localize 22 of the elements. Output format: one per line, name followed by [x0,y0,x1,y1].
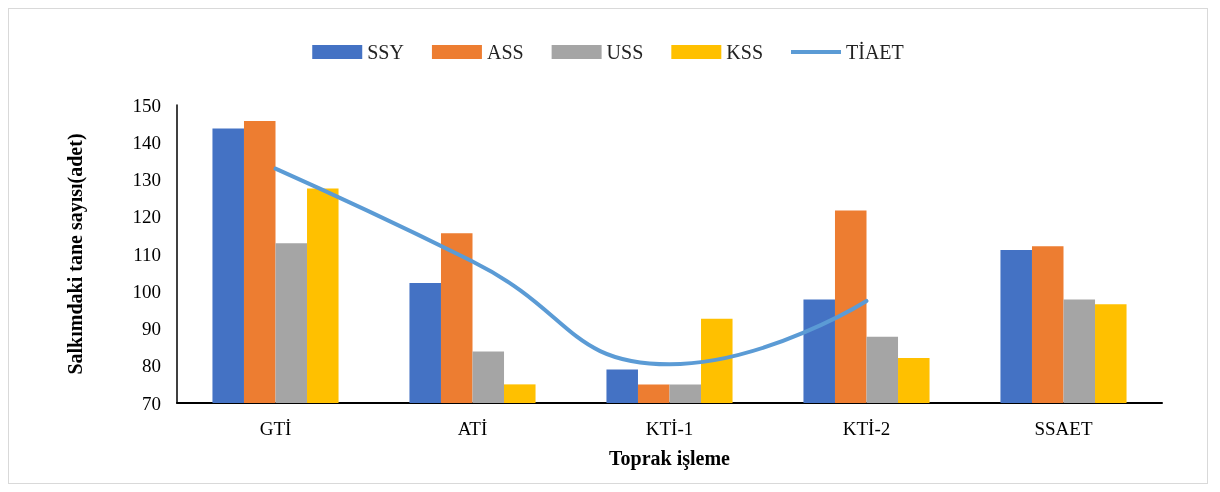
x-tick-label: GTİ [259,418,292,439]
legend-label: SSY [367,41,404,63]
y-tick-label: 130 [132,169,161,190]
y-tick-label: 120 [132,206,161,228]
x-axis-title: Toprak işleme [609,447,731,470]
line-series [273,166,869,367]
legend-label: TİAET [846,41,904,63]
x-tick-label: ATİ [457,418,488,439]
x-tick-label: KTİ-1 [645,418,694,439]
y-tick-label: 80 [142,355,161,377]
y-tick-label: 100 [132,280,161,302]
legend-label: USS [606,41,644,63]
y-tick-label: 110 [133,243,161,265]
y-tick-label: 90 [142,318,161,339]
y-tick-label: 150 [132,94,161,116]
y-tick-label: 70 [142,392,161,414]
x-tick-label: SSAET [1034,418,1093,439]
y-tick-label: 140 [132,131,161,153]
x-tick-label: KTİ-2 [842,418,891,439]
legend-label: KSS [726,41,764,63]
legend-label: ASS [486,41,524,63]
y-axis-title: Salkımdaki tane sayısı(adet) [64,133,87,375]
